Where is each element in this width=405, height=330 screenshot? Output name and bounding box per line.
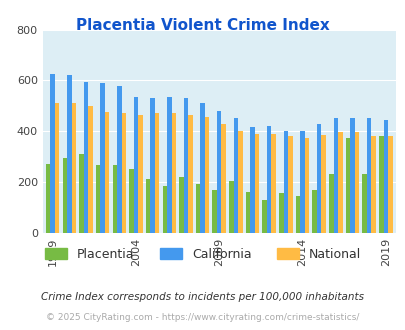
Bar	[117, 85, 121, 233]
Bar	[321, 135, 325, 233]
Bar	[362, 174, 366, 233]
Bar	[216, 111, 221, 233]
Bar	[62, 158, 67, 233]
Bar	[171, 114, 176, 233]
Bar	[304, 138, 309, 233]
Bar	[366, 118, 371, 233]
Bar	[250, 127, 254, 233]
Bar	[88, 106, 92, 233]
Text: Crime Index corresponds to incidents per 100,000 inhabitants: Crime Index corresponds to incidents per…	[41, 292, 364, 302]
Bar	[228, 181, 233, 233]
Bar	[387, 136, 392, 233]
Bar	[212, 189, 216, 233]
Bar	[96, 165, 100, 233]
Bar	[383, 120, 387, 233]
Bar	[295, 196, 300, 233]
Bar	[179, 177, 183, 233]
Bar	[337, 132, 342, 233]
Text: © 2025 CityRating.com - https://www.cityrating.com/crime-statistics/: © 2025 CityRating.com - https://www.city…	[46, 313, 359, 322]
Bar	[100, 83, 104, 233]
Bar	[145, 180, 150, 233]
Bar	[55, 103, 59, 233]
Bar	[67, 75, 71, 233]
Bar	[166, 97, 171, 233]
Bar	[150, 98, 154, 233]
Bar	[138, 115, 142, 233]
Bar	[83, 82, 88, 233]
Bar	[371, 136, 375, 233]
Bar	[129, 169, 133, 233]
Bar	[104, 112, 109, 233]
Bar	[200, 103, 205, 233]
Bar	[266, 126, 271, 233]
Bar	[300, 131, 304, 233]
Bar	[79, 154, 83, 233]
Bar	[233, 118, 238, 233]
Bar	[262, 200, 266, 233]
Bar	[112, 165, 117, 233]
Bar	[378, 136, 383, 233]
Bar	[316, 123, 321, 233]
Bar	[183, 98, 188, 233]
Bar	[46, 164, 50, 233]
Bar	[133, 97, 138, 233]
Bar	[279, 193, 283, 233]
Text: Placentia Violent Crime Index: Placentia Violent Crime Index	[76, 18, 329, 33]
Bar	[195, 184, 200, 233]
Bar	[345, 138, 350, 233]
Bar	[288, 136, 292, 233]
Bar	[154, 114, 159, 233]
Bar	[254, 134, 259, 233]
Bar	[221, 123, 226, 233]
Bar	[350, 118, 354, 233]
Bar	[121, 114, 126, 233]
Bar	[245, 192, 250, 233]
Legend: Placentia, California, National: Placentia, California, National	[39, 243, 366, 266]
Bar	[283, 131, 288, 233]
Bar	[333, 118, 337, 233]
Bar	[271, 134, 275, 233]
Bar	[188, 115, 192, 233]
Bar	[205, 117, 209, 233]
Bar	[312, 189, 316, 233]
Bar	[162, 186, 166, 233]
Bar	[50, 74, 55, 233]
Bar	[328, 174, 333, 233]
Bar	[71, 103, 76, 233]
Bar	[238, 131, 242, 233]
Bar	[354, 132, 358, 233]
